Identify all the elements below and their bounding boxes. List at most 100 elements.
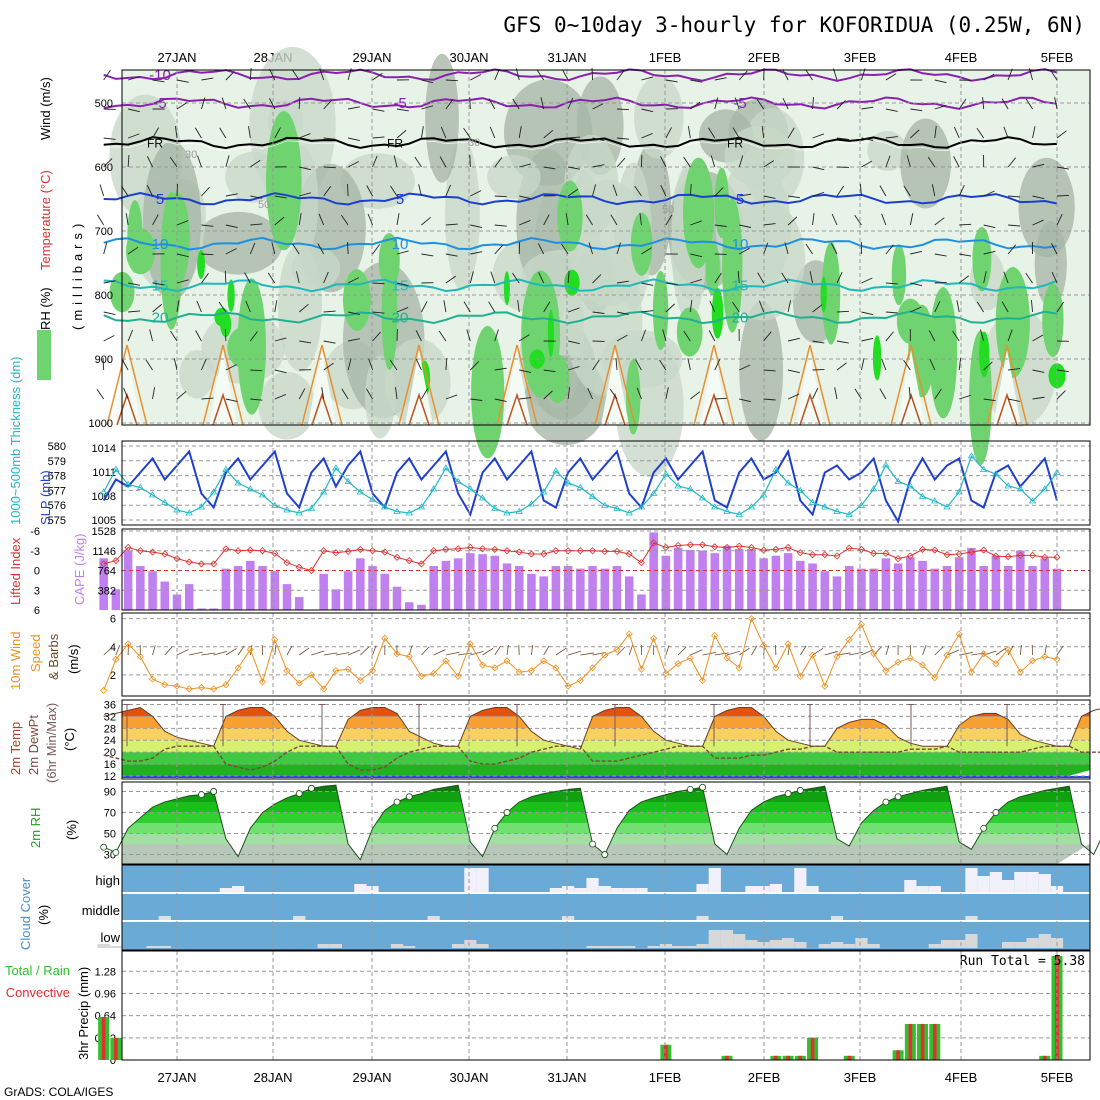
cape-bar xyxy=(771,555,781,610)
cloud-high-bar xyxy=(598,886,611,892)
wind-barb xyxy=(543,166,556,170)
wind-barb xyxy=(812,340,825,344)
cloud-middle-bar xyxy=(696,916,709,920)
slp-tick-label: 1011 xyxy=(92,467,116,479)
wind-barb xyxy=(176,253,189,258)
isotherm-label: 20 xyxy=(392,309,409,326)
thickness-tick-label: 580 xyxy=(48,441,66,453)
rh-moist-blob xyxy=(1042,283,1064,357)
precip-convective-bar xyxy=(725,1055,729,1060)
wind-barb xyxy=(854,388,862,400)
wind-barb xyxy=(931,184,936,197)
wind-barb xyxy=(1008,398,1020,402)
thickness-marker xyxy=(711,503,719,510)
wind-barb xyxy=(1008,195,1021,198)
wind-barb xyxy=(469,96,471,110)
rh-moist-blob xyxy=(521,270,561,398)
cloud-high-bar xyxy=(219,888,232,892)
cape-bar xyxy=(441,560,451,610)
lifted-index-marker xyxy=(882,549,890,557)
cloud-middle-bar xyxy=(562,916,575,920)
lifted-index-marker xyxy=(650,539,658,547)
wind-barb xyxy=(512,272,520,284)
lifted-index-marker xyxy=(161,550,169,558)
thickness-marker xyxy=(185,509,193,516)
thickness-marker xyxy=(686,485,695,492)
wind-barb xyxy=(934,105,947,110)
wind10m-barb xyxy=(1019,644,1022,656)
wind-speed-marker xyxy=(698,676,707,685)
rh-blob xyxy=(900,118,951,209)
cloud-high-bar xyxy=(1038,874,1051,892)
wind-barb xyxy=(812,97,814,110)
thickness-marker xyxy=(564,479,572,486)
cloud-low-bar xyxy=(647,946,660,948)
wind-barb xyxy=(299,166,312,171)
wind-barb xyxy=(665,303,676,313)
wind-barb xyxy=(489,126,496,139)
wind-barb xyxy=(983,73,995,81)
wind-barb xyxy=(885,73,897,81)
wind-barb xyxy=(635,359,642,371)
cape-bar xyxy=(233,566,243,610)
lifted-index-marker xyxy=(197,560,206,568)
precip-convective-bar xyxy=(932,1023,937,1060)
wind-barb xyxy=(1001,98,1009,110)
thickness-marker xyxy=(552,467,560,474)
wind-barb xyxy=(348,311,360,316)
temp-line xyxy=(103,706,1100,750)
cloud-high-bar xyxy=(549,888,562,892)
precip-convective-label: Convective xyxy=(6,985,70,1000)
wind-barb xyxy=(318,213,325,226)
wind-label: Wind (m/s) xyxy=(38,77,53,140)
cloud-low-bar xyxy=(684,946,697,948)
wind-barb xyxy=(201,97,206,110)
lifted-index-marker xyxy=(711,543,719,551)
wind-barb xyxy=(1056,390,1066,400)
wind10m-barb xyxy=(164,646,173,656)
slp-line xyxy=(102,448,1058,525)
wind-barb xyxy=(953,156,960,168)
lifted-index-marker xyxy=(344,547,352,555)
lifted-index-marker xyxy=(870,549,878,557)
wind-barb xyxy=(269,98,276,110)
wind-barb xyxy=(983,361,993,371)
wind-barb xyxy=(421,126,424,139)
cape-bar xyxy=(673,547,683,610)
wind-barb xyxy=(910,129,920,139)
wind10m-barb xyxy=(115,645,121,656)
wind10m-barb xyxy=(824,650,838,656)
rh-moist-blob xyxy=(722,197,743,333)
thickness-marker xyxy=(1028,497,1037,504)
temp-tick-label: 32 xyxy=(104,711,116,723)
date-label-bottom: 30JAN xyxy=(449,1070,488,1085)
wind-barb xyxy=(248,126,251,139)
thickness-marker xyxy=(906,482,915,489)
wind-barb xyxy=(763,331,772,342)
li-tick-label: 3 xyxy=(34,585,40,597)
wind10m-barb xyxy=(421,646,430,656)
lifted-index-marker xyxy=(222,545,230,553)
temperature-contour-25 xyxy=(890,344,932,426)
wind-speed-marker xyxy=(540,657,548,665)
wind-barb xyxy=(709,300,716,313)
isotherm-line xyxy=(103,310,1058,325)
wind-barb xyxy=(201,397,214,400)
isotherm-label: FR xyxy=(147,137,163,151)
temperature-contour-25 xyxy=(594,344,636,426)
dry-column xyxy=(700,350,728,425)
wind-barb xyxy=(836,185,845,197)
wind-barb xyxy=(298,303,309,313)
wind-speed-marker xyxy=(723,654,731,662)
wind-barb xyxy=(739,364,751,371)
wind-barb xyxy=(739,247,750,255)
wind-barb xyxy=(592,184,597,197)
cloud-high-bar xyxy=(232,886,245,892)
cloud-low-bar xyxy=(97,944,110,948)
rh2m-ylabels: 2m RH (%) xyxy=(28,808,79,848)
cape-bar xyxy=(1016,550,1025,610)
cloud-high-bar xyxy=(769,884,782,892)
wind-barb xyxy=(518,334,530,342)
rh-blob xyxy=(445,139,480,291)
date-label-bottom: 31JAN xyxy=(547,1070,586,1085)
